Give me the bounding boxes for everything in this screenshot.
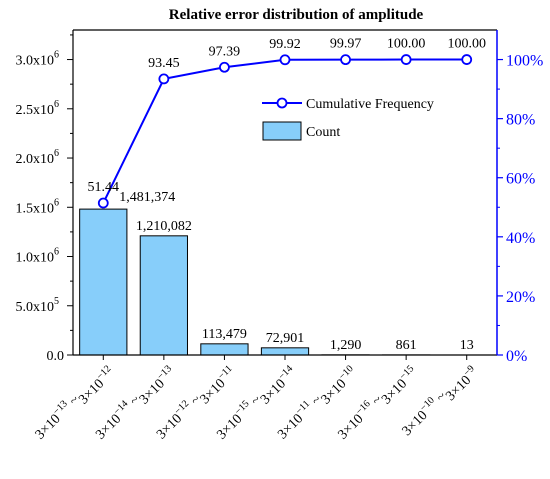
cumulative-point [400,54,412,65]
bar-data-label: 13 [460,338,474,353]
bar-count [200,343,249,356]
right-axis-tick-label: 0% [506,348,527,365]
right-axis-tick-label: 100% [506,53,543,70]
cumulative-data-label: 97.39 [209,44,241,59]
chart-title: Relative error distribution of amplitude [169,7,424,23]
bar-data-label: 861 [396,338,417,353]
cumulative-point [219,61,230,73]
left-axis-tick-label: 5.0x105 [16,296,60,315]
bar-data-label: 1,481,374 [119,190,175,205]
cumulative-point [279,54,291,66]
cumulative-data-label: 99.92 [269,37,301,52]
cumulative-point [97,197,109,209]
right-axis-tick-label: 80% [506,112,535,129]
cumulative-point [158,73,170,85]
bar-data-label: 113,479 [202,327,247,342]
left-axis-tick-label: 1.0x106 [16,247,60,266]
cumulative-data-label: 51.44 [88,180,120,195]
bar-count [79,208,128,356]
bar-data-label: 1,210,082 [136,219,192,234]
legend: Cumulative Frequency Count [254,88,453,144]
legend-bar-swatch [262,121,302,141]
bar-count [260,347,310,356]
legend-marker-swatch [276,97,288,109]
cumulative-data-label: 100.00 [447,37,486,52]
right-axis-tick-label: 20% [506,289,535,306]
cumulative-point [461,54,473,65]
bar-data-label: 1,290 [330,338,362,353]
right-axis-tick-label: 60% [506,171,535,188]
legend-label-cumulative: Cumulative Frequency [306,97,434,112]
left-axis-tick-label: 2.0x106 [16,148,60,167]
left-axis-tick-label: 1.5x106 [16,197,60,216]
cumulative-data-label: 93.45 [148,56,180,71]
left-axis-tick-label: 3.0x106 [16,50,60,69]
left-axis-tick-label: 0.0 [47,349,65,364]
cumulative-point [340,54,351,66]
cumulative-data-label: 100.00 [387,37,426,52]
bar-data-label: 72,901 [266,331,305,346]
left-axis-tick-label: 2.5x106 [16,99,60,118]
legend-label-count: Count [306,125,340,140]
right-axis-tick-label: 40% [506,230,535,247]
bar-count [139,235,188,356]
cumulative-data-label: 99.97 [330,37,362,52]
